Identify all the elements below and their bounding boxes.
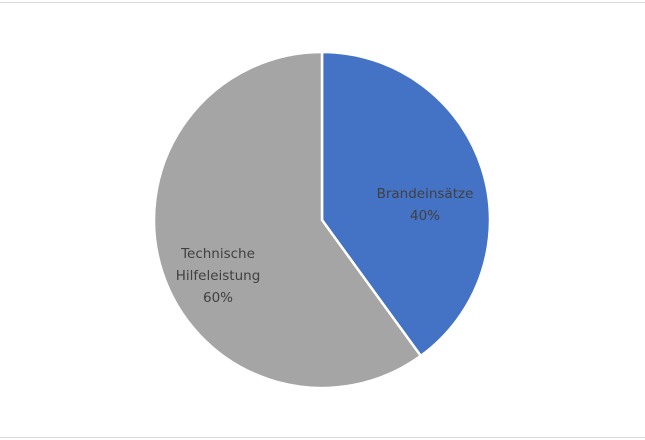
- slice-value-brandeinsaetze: 40%: [410, 208, 440, 224]
- slice-label-brandeinsaetze: Brandeinsätze: [377, 186, 474, 202]
- chart-border-top: [0, 2, 645, 3]
- pie-slice-brandeinsaetze: [320, 50, 492, 358]
- slice-value-technische: 60%: [203, 290, 233, 306]
- slice-label-technische-line2: Hilfeleistung: [176, 268, 261, 284]
- chart-border-bottom: [0, 437, 645, 438]
- pie-slice-technische-hilfeleistung: [152, 50, 422, 390]
- slice-label-technische-line1: Technische: [180, 246, 255, 262]
